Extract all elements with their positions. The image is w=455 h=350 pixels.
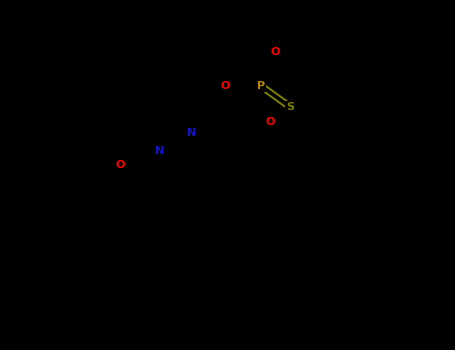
Text: O: O — [270, 47, 280, 57]
Text: N: N — [187, 128, 196, 138]
Text: N: N — [155, 146, 165, 156]
Text: O: O — [265, 117, 275, 127]
Text: S: S — [286, 102, 294, 112]
Text: O: O — [221, 81, 230, 91]
Text: O: O — [115, 161, 125, 170]
Text: P: P — [257, 81, 265, 91]
